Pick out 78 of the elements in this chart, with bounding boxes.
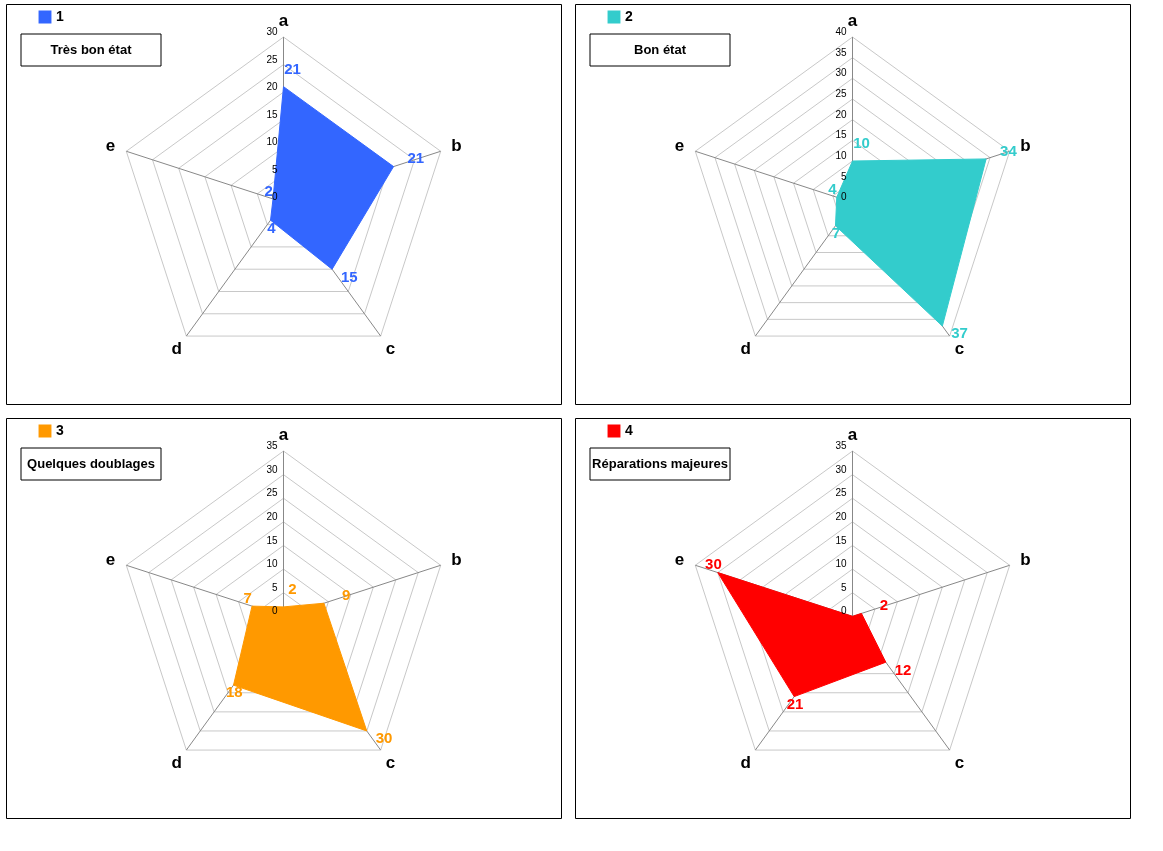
y-tick-label: 20 [835,510,847,522]
y-tick-label: 5 [271,163,278,175]
data-label: 18 [225,683,243,701]
data-label: 4 [267,218,277,236]
data-label: 12 [894,660,912,678]
y-tick-label: 20 [266,510,278,522]
y-tick-label: 10 [835,150,847,162]
y-tick-label: 35 [835,46,847,58]
spoke-label: b [1020,550,1031,570]
legend-label: 4 [625,422,633,438]
spoke-label: e [674,550,685,570]
y-tick-label: 40 [835,26,847,38]
y-tick-label: 20 [835,108,847,120]
y-tick-label: 15 [266,534,278,546]
y-tick-label: 10 [266,136,278,148]
data-label: 15 [340,267,358,285]
y-tick-label: 35 [835,440,847,452]
spoke-label: d [740,339,751,359]
spoke-label: a [278,10,289,30]
data-label: 4 [828,179,838,197]
spoke-label: e [105,550,116,570]
data-label: 34 [1000,141,1018,159]
spoke-label: a [847,10,858,30]
legend-label: 2 [625,8,633,24]
text: Réparations majeures [592,456,728,471]
spoke-label: c [954,339,965,359]
y-tick-label: 30 [835,463,847,475]
data-label: 30 [375,729,393,747]
data-label: 10 [853,134,870,152]
spoke-label: b [451,136,462,156]
spoke-label: c [385,339,396,359]
data-label: 30 [705,555,722,573]
y-tick-label: 35 [266,440,278,452]
data-label: 2 [264,181,273,199]
spoke-label: e [674,136,685,156]
spoke-label: d [171,753,182,773]
y-tick-label: 25 [266,53,278,65]
data-label: 21 [284,59,301,77]
spoke-label: e [105,136,116,156]
y-tick-label: 25 [266,487,278,499]
y-tick-label: 0 [271,191,278,203]
y-tick-label: 20 [266,81,278,93]
y-tick-label: 0 [840,191,847,203]
data-label: 9 [342,585,351,603]
text: Bon état [634,42,687,57]
legend-label: 3 [56,422,64,438]
y-tick-label: 10 [266,558,278,570]
data-label: 7 [243,588,252,606]
y-tick-label: 0 [271,605,278,617]
data-label: 37 [951,324,968,342]
y-tick-label: 15 [835,129,847,141]
spoke-label: b [1020,136,1031,156]
spoke-label: d [740,753,751,773]
y-tick-label: 30 [266,463,278,475]
spoke-label: c [954,753,965,773]
data-label: 2 [288,579,297,597]
y-tick-label: 30 [266,26,278,38]
spoke-label: a [278,424,289,444]
spoke-label: a [847,424,858,444]
y-tick-label: 25 [835,88,847,100]
y-tick-label: 25 [835,487,847,499]
text: Très bon état [50,42,133,57]
data-label: 21 [786,694,804,712]
spoke-label: d [171,339,182,359]
y-tick-label: 10 [835,558,847,570]
text: Quelques doublages [27,456,155,471]
y-tick-label: 5 [271,581,278,593]
y-tick-label: 15 [266,108,278,120]
data-label: 21 [407,149,425,167]
spoke-label: c [385,753,396,773]
spoke-label: b [451,550,462,570]
y-tick-label: 5 [840,581,847,593]
y-tick-label: 0 [840,605,847,617]
data-label: 2 [879,596,888,614]
legend-label: 1 [56,8,64,24]
y-tick-label: 15 [835,534,847,546]
y-tick-label: 5 [840,170,847,182]
y-tick-label: 30 [835,67,847,79]
